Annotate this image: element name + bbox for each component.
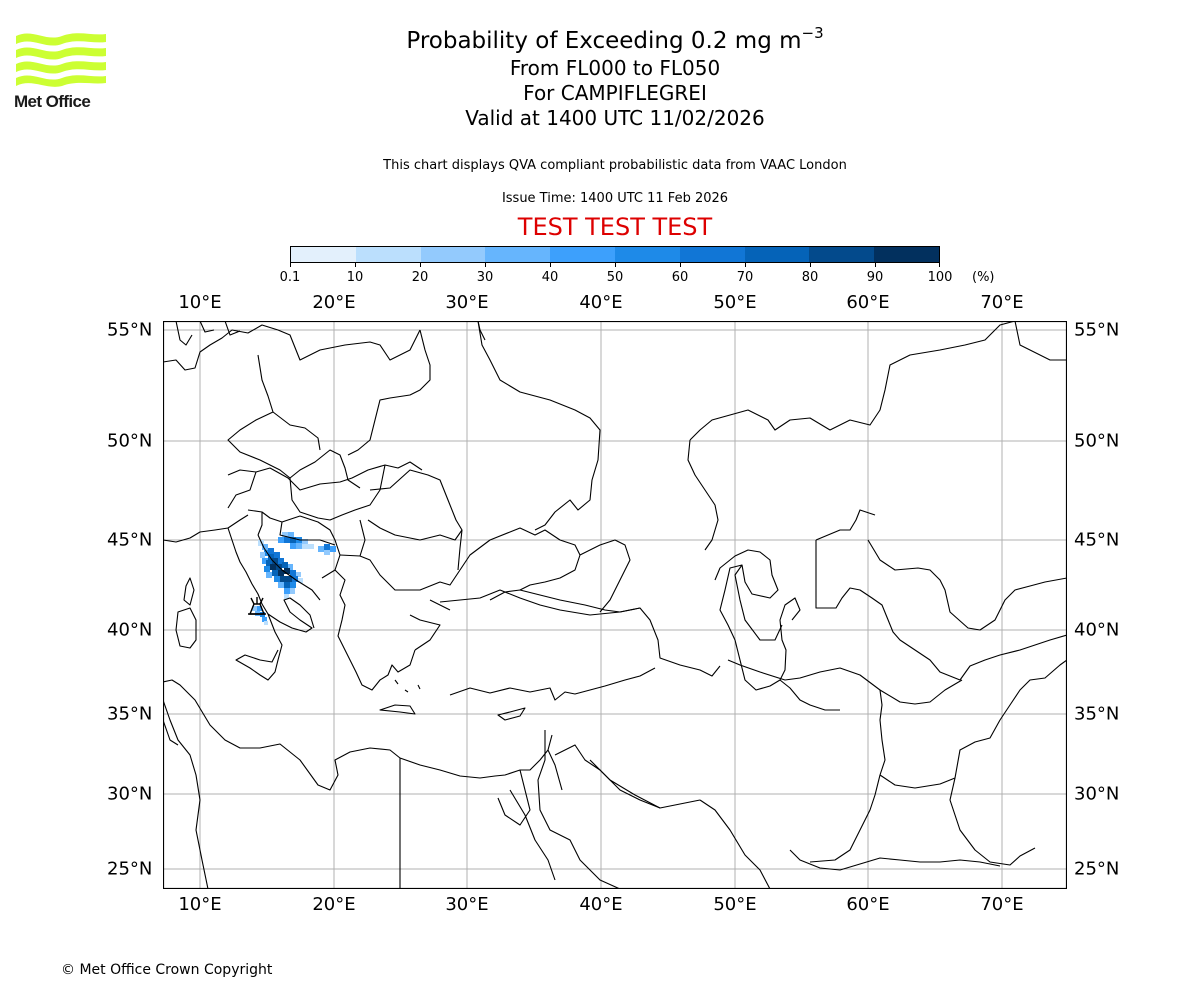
longitude-label: 30°E: [445, 894, 489, 915]
logo-text: Met Office: [14, 92, 91, 111]
valid-time: Valid at 1400 UTC 11/02/2026: [465, 106, 765, 130]
latitude-label: 30°N: [1074, 783, 1120, 805]
chart-title-block: Probability of Exceeding 0.2 mg m−3 From…: [300, 26, 930, 131]
latitude-label: 45°N: [1074, 529, 1120, 551]
colorbar-tick: [875, 263, 876, 267]
latitude-label: 25°N: [107, 858, 153, 880]
data-source-note: This chart displays QVA compliant probab…: [383, 158, 847, 173]
colorbar-tick-label: 10: [346, 270, 364, 285]
probability-colorbar: [290, 246, 940, 263]
longitude-label: 60°E: [846, 292, 890, 313]
colorbar-tick-label: 80: [801, 270, 819, 285]
colorbar-tick-label: 60: [671, 270, 689, 285]
latitude-label: 30°N: [107, 783, 153, 805]
colorbar-tick: [485, 263, 486, 267]
colorbar-segment: [614, 247, 680, 262]
colorbar-segment: [744, 247, 810, 262]
volcano-icon: [248, 597, 266, 615]
colorbar-tick: [615, 263, 616, 267]
colorbar-tick: [550, 263, 551, 267]
map-frame: [162, 320, 1068, 890]
longitude-label: 40°E: [579, 894, 623, 915]
longitude-label: 70°E: [980, 292, 1024, 313]
title-superscript: −3: [801, 24, 824, 42]
longitude-label: 20°E: [312, 292, 356, 313]
latitude-label: 45°N: [107, 529, 153, 551]
colorbar-tick: [680, 263, 681, 267]
flight-level-range: From FL000 to FL050: [509, 56, 721, 80]
latitude-label: 40°N: [107, 619, 153, 641]
longitude-label: 70°E: [980, 894, 1024, 915]
colorbar-segment: [291, 247, 356, 262]
latitude-label: 25°N: [1074, 858, 1120, 880]
latitude-label: 55°N: [1074, 319, 1120, 341]
met-office-wave-logo-icon: [16, 33, 106, 87]
colorbar-segment: [679, 247, 745, 262]
longitude-label: 10°E: [178, 292, 222, 313]
longitude-label: 50°E: [713, 894, 757, 915]
colorbar-segment: [550, 247, 615, 262]
colorbar-tick: [290, 263, 291, 267]
colorbar-segment: [485, 247, 551, 262]
longitude-label: 10°E: [178, 894, 222, 915]
title-text: Probability of Exceeding 0.2 mg m: [406, 28, 802, 54]
colorbar-tick: [745, 263, 746, 267]
colorbar-tick: [420, 263, 421, 267]
colorbar-segment: [809, 247, 875, 262]
colorbar-tick-label: 20: [411, 270, 429, 285]
gridlines: [163, 321, 1067, 889]
colorbar-tick-label: 90: [866, 270, 884, 285]
map-canvas: [162, 320, 1068, 890]
longitude-label: 20°E: [312, 894, 356, 915]
colorbar-tick-label: 100: [927, 270, 953, 285]
map-panel[interactable]: [162, 320, 1068, 890]
colorbar-segment: [874, 247, 939, 262]
colorbar-tick-label: 50: [606, 270, 624, 285]
met-office-logo: Met Office: [12, 30, 112, 112]
latitude-label: 55°N: [107, 319, 153, 341]
chart-title: Probability of Exceeding 0.2 mg m−3: [300, 26, 930, 56]
colorbar-tick-label: 70: [736, 270, 754, 285]
latitude-label: 35°N: [1074, 703, 1120, 725]
colorbar-tick-label: 0.1: [279, 270, 301, 285]
latitude-label: 50°N: [107, 430, 153, 452]
latitude-label: 40°N: [1074, 619, 1120, 641]
longitude-label: 30°E: [445, 292, 489, 313]
colorbar-tick-label: 30: [476, 270, 494, 285]
colorbar-tick-label: 40: [541, 270, 559, 285]
colorbar-tick: [355, 263, 356, 267]
longitude-label: 40°E: [579, 292, 623, 313]
test-banner: TEST TEST TEST: [517, 213, 713, 241]
colorbar-segment: [420, 247, 486, 262]
latitude-label: 50°N: [1074, 430, 1120, 452]
issue-time: Issue Time: 1400 UTC 11 Feb 2026: [501, 191, 729, 206]
copyright-notice: © Met Office Crown Copyright: [61, 962, 273, 978]
colorbar-segment: [355, 247, 421, 262]
latitude-label: 35°N: [107, 703, 153, 725]
coastlines-and-borders: [163, 321, 1067, 889]
colorbar-unit: (%): [972, 270, 995, 285]
longitude-label: 50°E: [713, 292, 757, 313]
volcano-name: For CAMPIFLEGREI: [523, 81, 707, 105]
longitude-label: 60°E: [846, 894, 890, 915]
colorbar-tick: [810, 263, 811, 267]
colorbar-tick: [939, 263, 940, 267]
